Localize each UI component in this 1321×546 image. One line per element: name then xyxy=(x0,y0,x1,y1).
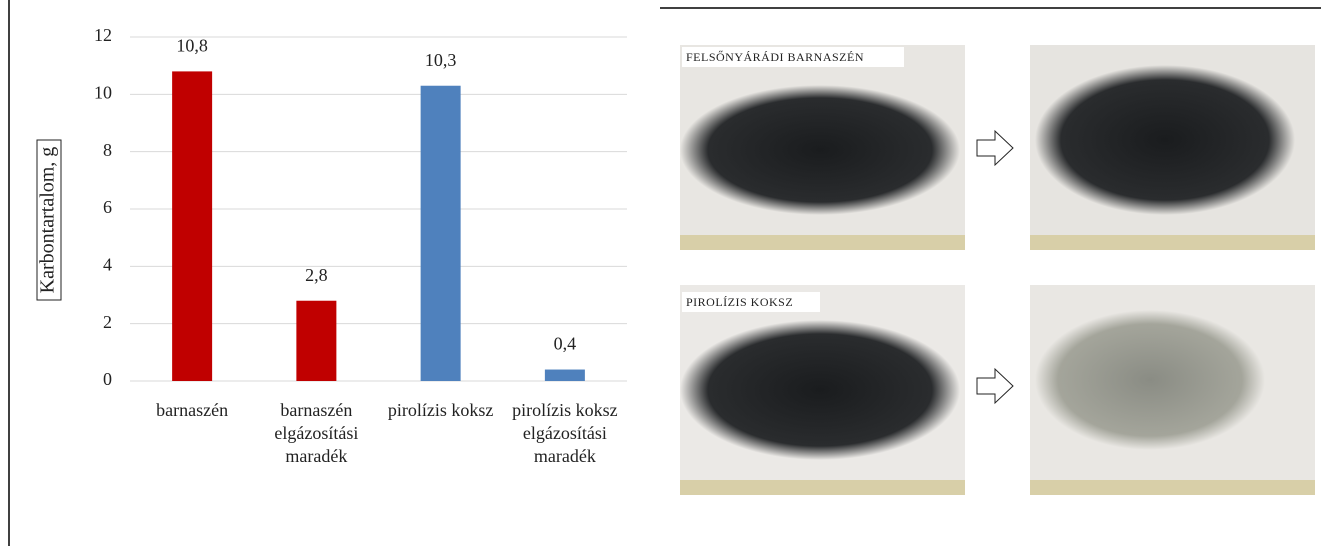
y-tick-label: 12 xyxy=(94,25,112,45)
y-tick-label: 6 xyxy=(103,197,112,217)
value-label: 10,3 xyxy=(425,50,457,70)
chart: Karbontartalom, g FELSŐNYÁRÁDI BARNASZÉN… xyxy=(0,0,1321,546)
photo xyxy=(1030,45,1315,250)
y-tick-label: 10 xyxy=(94,82,112,102)
bar xyxy=(172,71,212,381)
x-tick-label: barnaszén elgázosítási maradék xyxy=(260,399,372,468)
value-label: 10,8 xyxy=(176,36,208,56)
photo-label: PIROLÍZIS KOKSZ xyxy=(686,295,793,309)
value-label: 2,8 xyxy=(305,265,328,285)
page: {"chart_data": {"type": "bar", "y_label"… xyxy=(0,0,1321,546)
y-axis-label: Karbontartalom, g xyxy=(37,147,59,294)
x-tick-label: pirolízis koksz xyxy=(385,399,497,422)
photo xyxy=(680,285,965,495)
value-label: 0,4 xyxy=(554,334,577,354)
y-tick-label: 4 xyxy=(103,254,112,274)
y-tick-label: 2 xyxy=(103,312,112,332)
y-tick-label: 8 xyxy=(103,140,112,160)
y-tick-label: 0 xyxy=(103,369,112,389)
x-tick-label: barnaszén xyxy=(136,399,248,422)
photo-label: FELSŐNYÁRÁDI BARNASZÉN xyxy=(686,50,864,64)
arrow xyxy=(977,369,1013,403)
x-tick-label: pirolízis koksz elgázosítási maradék xyxy=(509,399,621,468)
bar xyxy=(421,86,461,381)
arrow xyxy=(977,131,1013,165)
photo xyxy=(680,45,965,250)
bar xyxy=(545,370,585,381)
photo xyxy=(1030,285,1315,495)
bar xyxy=(296,301,336,381)
